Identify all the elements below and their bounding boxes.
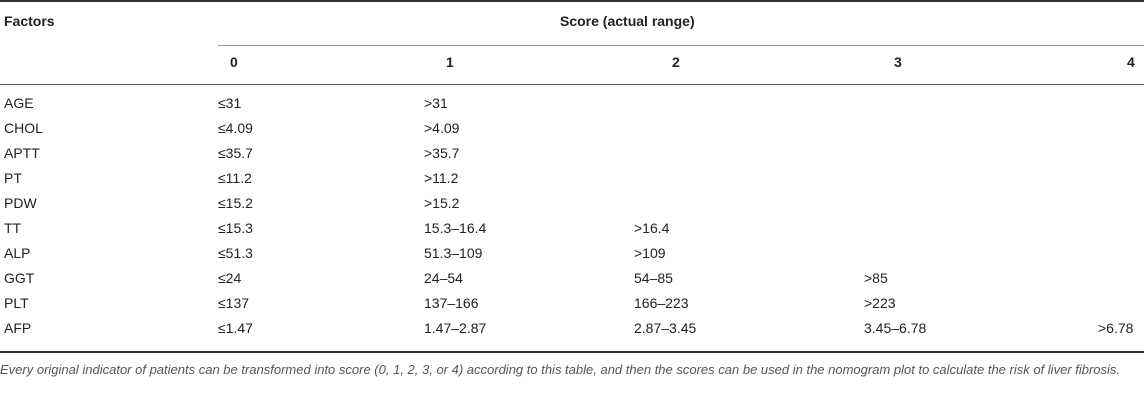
factors-header: Factors <box>4 13 55 29</box>
score-cell: 24–54 <box>424 270 463 286</box>
score-cell: 15.3–16.4 <box>424 220 487 236</box>
score-cell: 51.3–109 <box>424 245 483 261</box>
score-column-header: 2 <box>672 54 680 70</box>
score-header-rule <box>218 45 1144 46</box>
score-cell: ≤24 <box>218 270 242 286</box>
factor-label: AGE <box>4 95 34 111</box>
score-cell: ≤35.7 <box>218 145 253 161</box>
score-cell: ≤4.09 <box>218 120 253 136</box>
score-cell: ≤51.3 <box>218 245 253 261</box>
score-cell: >6.78 <box>1098 320 1134 336</box>
factor-label: GGT <box>4 270 35 286</box>
factor-label: PT <box>4 170 22 186</box>
score-cell: 54–85 <box>634 270 673 286</box>
factor-label: CHOL <box>4 120 43 136</box>
score-cell: 2.87–3.45 <box>634 320 697 336</box>
factor-label: PDW <box>4 195 37 211</box>
score-column-header: 1 <box>446 54 454 70</box>
score-cell: >31 <box>424 95 448 111</box>
factor-label: AFP <box>4 320 32 336</box>
score-cell: >85 <box>864 270 888 286</box>
score-cell: >16.4 <box>634 220 670 236</box>
score-column-header: 4 <box>1127 54 1135 70</box>
score-cell: >109 <box>634 245 666 261</box>
score-cell: >4.09 <box>424 120 460 136</box>
score-cell: ≤1.47 <box>218 320 253 336</box>
score-column-header: 0 <box>230 54 238 70</box>
score-cell: ≤15.3 <box>218 220 253 236</box>
score-cell: ≤31 <box>218 95 242 111</box>
table-header-rule <box>0 84 1144 85</box>
score-cell: ≤15.2 <box>218 195 253 211</box>
table-bottom-rule <box>0 351 1144 353</box>
score-cell: 1.47–2.87 <box>424 320 487 336</box>
table-footnote: Every original indicator of patients can… <box>0 362 1121 377</box>
factor-label: ALP <box>4 245 31 261</box>
score-cell: ≤137 <box>218 295 250 311</box>
score-cell: >223 <box>864 295 896 311</box>
score-cell: >35.7 <box>424 145 460 161</box>
score-cell: ≤11.2 <box>218 170 252 186</box>
score-cell: 166–223 <box>634 295 689 311</box>
score-column-header: 3 <box>894 54 902 70</box>
score-header: Score (actual range) <box>560 13 695 29</box>
factor-label: APTT <box>4 145 40 161</box>
table-top-rule <box>0 0 1144 2</box>
score-cell: >15.2 <box>424 195 460 211</box>
score-cell: 137–166 <box>424 295 479 311</box>
factor-label: TT <box>4 220 22 236</box>
score-cell: >11.2 <box>424 170 459 186</box>
factor-label: PLT <box>4 295 29 311</box>
score-cell: 3.45–6.78 <box>864 320 927 336</box>
